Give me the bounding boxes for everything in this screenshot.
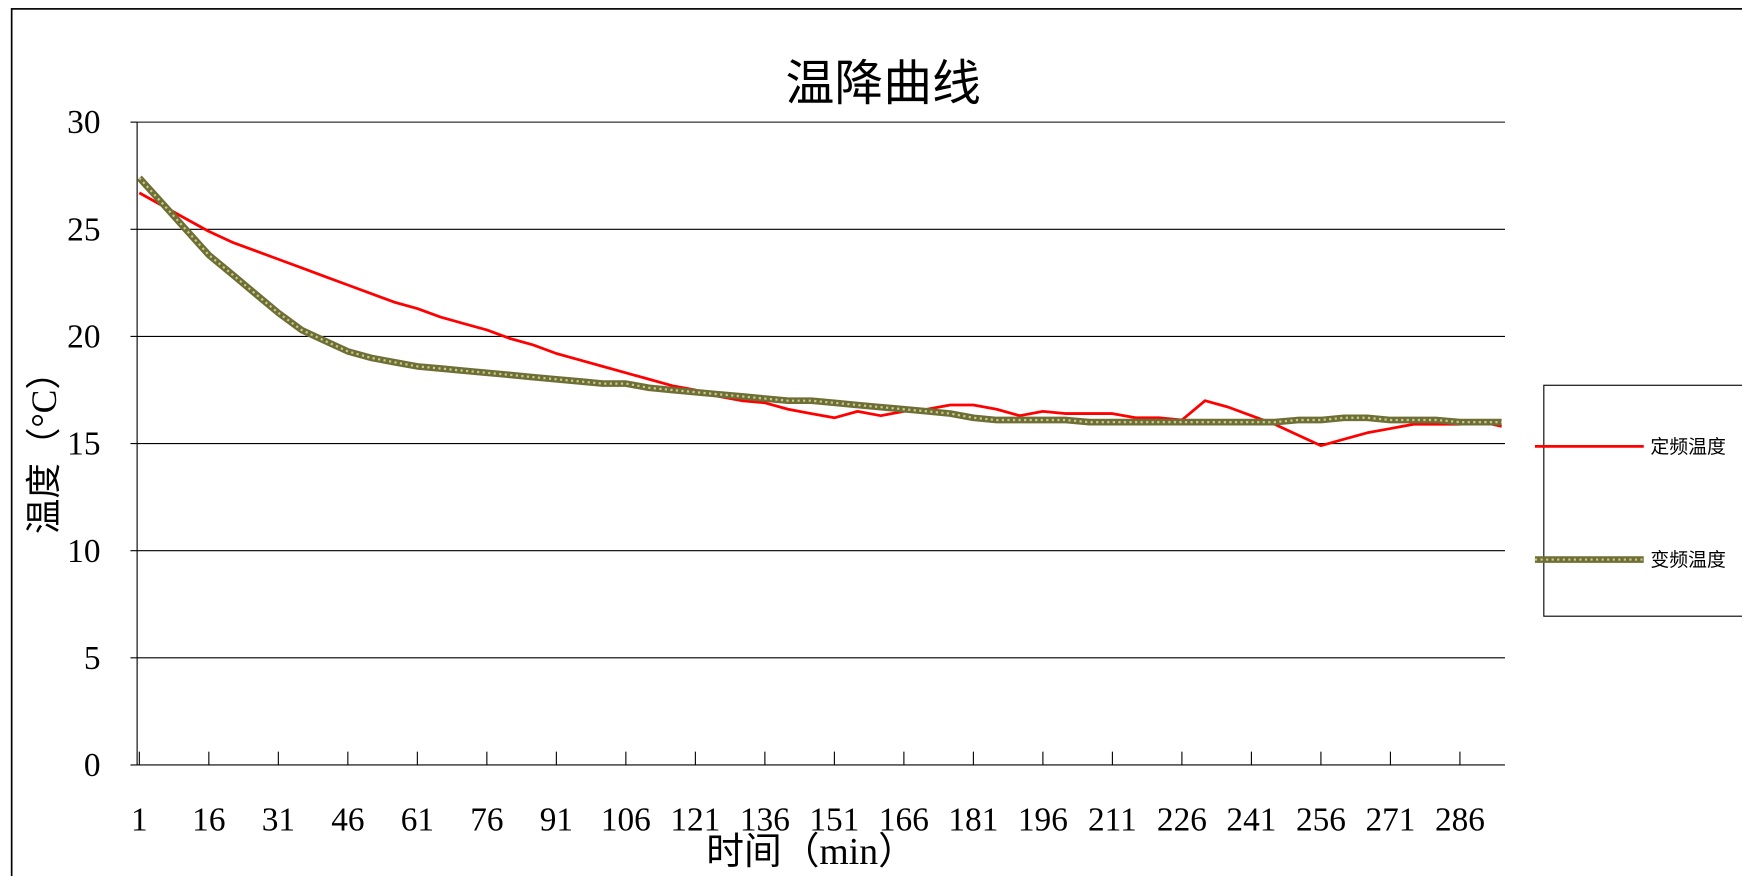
x-tick-label: 121 xyxy=(670,801,720,838)
x-tick-label: 106 xyxy=(601,801,651,838)
y-axis-label: 温度（°C） xyxy=(24,354,64,534)
x-tick-label: 151 xyxy=(809,801,859,838)
x-tick-label: 196 xyxy=(1018,801,1068,838)
x-tick-label: 211 xyxy=(1088,801,1137,838)
y-tick-label: 30 xyxy=(67,104,100,141)
x-tick-label: 166 xyxy=(879,801,929,838)
y-tick-label: 10 xyxy=(67,533,100,570)
y-tick-label: 5 xyxy=(84,640,101,677)
x-tick-label: 271 xyxy=(1365,801,1415,838)
x-tick-label: 16 xyxy=(192,801,225,838)
x-tick-label: 241 xyxy=(1226,801,1276,838)
series-line xyxy=(136,175,1502,426)
x-tick-label: 256 xyxy=(1296,801,1346,838)
legend-label: 定频温度 xyxy=(1650,436,1726,458)
x-tick-label: 91 xyxy=(540,801,573,838)
x-tick-label: 31 xyxy=(262,801,295,838)
y-tick-label: 20 xyxy=(67,319,100,356)
x-tick-label: 226 xyxy=(1157,801,1207,838)
y-tick-label: 15 xyxy=(67,426,100,463)
x-tick-label: 61 xyxy=(401,801,434,838)
y-tick-label: 25 xyxy=(67,211,100,248)
x-axis-label: 时间（min） xyxy=(706,831,916,873)
x-tick-label: 1 xyxy=(131,801,148,838)
x-tick-label: 181 xyxy=(948,801,998,838)
chart-frame xyxy=(10,8,1742,876)
x-tick-label: 286 xyxy=(1435,801,1485,838)
series-line xyxy=(138,191,1502,448)
x-tick-label: 136 xyxy=(740,801,790,838)
x-tick-label: 76 xyxy=(470,801,503,838)
y-tick-label: 0 xyxy=(84,747,101,784)
legend-box xyxy=(1543,384,1742,617)
legend-label: 变频温度 xyxy=(1650,549,1726,571)
chart-title: 温降曲线 xyxy=(786,56,981,111)
x-tick-label: 46 xyxy=(331,801,364,838)
